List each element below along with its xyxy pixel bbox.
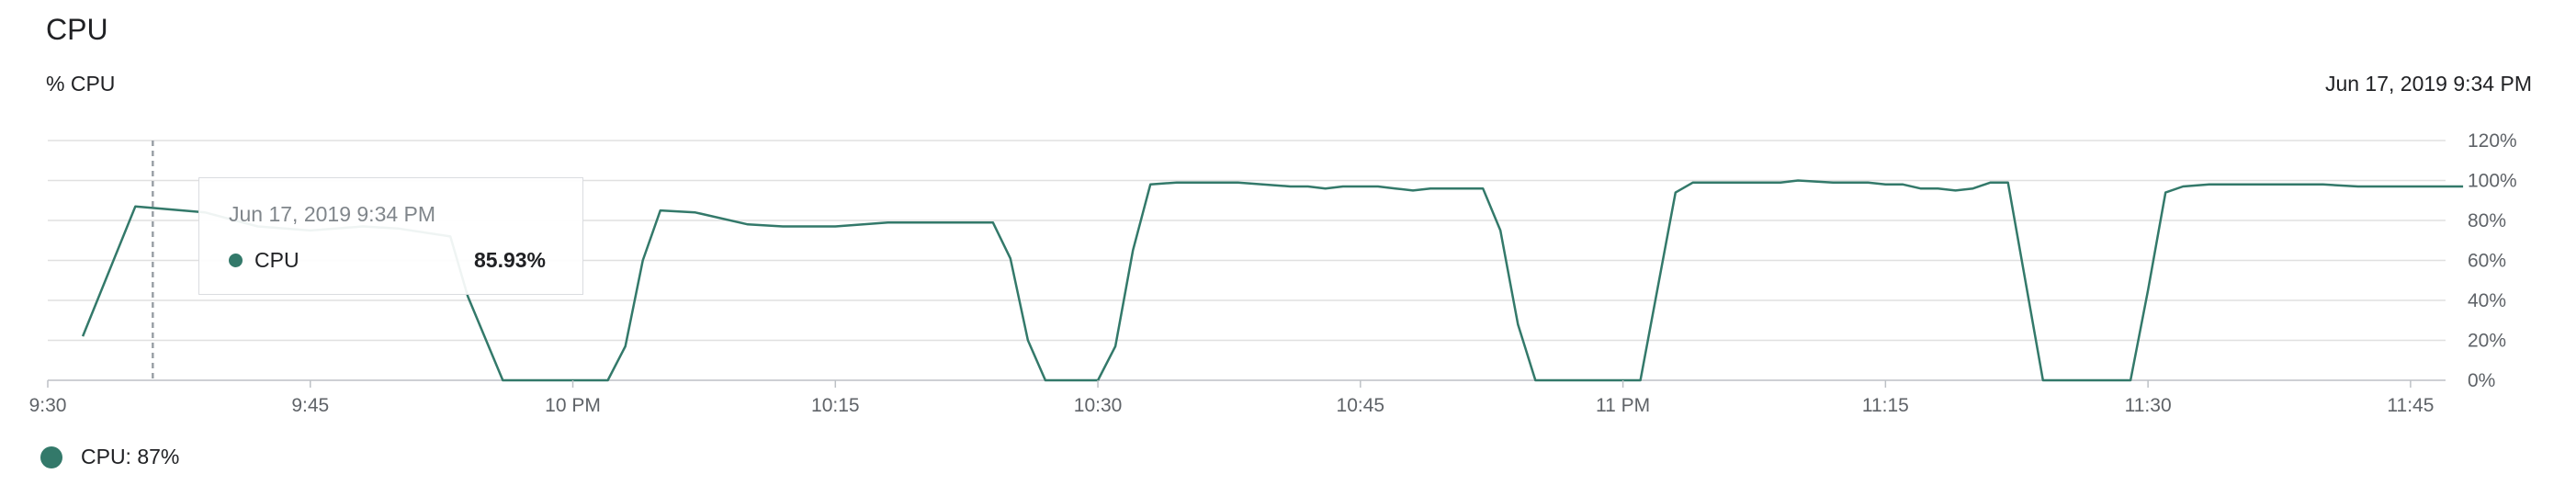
chart-title: CPU <box>46 13 108 46</box>
y-tick-label: 120% <box>2468 130 2517 152</box>
x-tick-label: 11:30 <box>2125 395 2172 416</box>
legend[interactable]: CPU: 87% <box>40 445 179 469</box>
metric-label: % CPU <box>46 72 116 96</box>
tooltip-value: 85.93% <box>473 248 546 272</box>
series-line-cpu <box>81 179 2464 382</box>
y-tick-label: 20% <box>2468 331 2506 352</box>
x-tick-label: 10 PM <box>545 395 601 416</box>
y-axis-ticks: 0% 20% 40% 60% 80% 100% 120% <box>2468 130 2517 391</box>
legend-dot-icon <box>40 446 62 468</box>
x-tick-label: 9:45 <box>291 395 329 416</box>
series-lines <box>81 179 2464 382</box>
tooltip-date: Jun 17, 2019 9:34 PM <box>229 202 436 226</box>
x-tick-label: 11 PM <box>1596 395 1650 416</box>
y-tick-label: 40% <box>2468 290 2506 311</box>
x-tick-label: 11:15 <box>1862 395 1909 416</box>
x-tick-label: 10:30 <box>1074 395 1123 416</box>
legend-label: CPU: 87% <box>81 445 180 468</box>
x-tick-label: 10:45 <box>1337 395 1385 416</box>
tooltip-series-dot <box>229 254 243 267</box>
x-tick-label: 11:45 <box>2387 395 2434 416</box>
y-tick-label: 100% <box>2468 171 2517 192</box>
x-axis-ticks: 9:30 9:45 10 PM 10:15 10:30 10:45 11 PM 11:15 11… <box>29 380 2434 416</box>
tooltip-series-name: CPU <box>254 248 299 272</box>
y-tick-label: 80% <box>2468 210 2506 231</box>
hover-tooltip: Jun 17, 2019 9:34 PM CPU 85.93% <box>198 177 583 295</box>
x-tick-label: 9:30 <box>29 395 67 416</box>
hover-timestamp: Jun 17, 2019 9:34 PM <box>2324 72 2532 96</box>
x-tick-label: 10:15 <box>811 395 860 416</box>
y-tick-label: 0% <box>2468 370 2495 391</box>
y-tick-label: 60% <box>2468 251 2506 272</box>
